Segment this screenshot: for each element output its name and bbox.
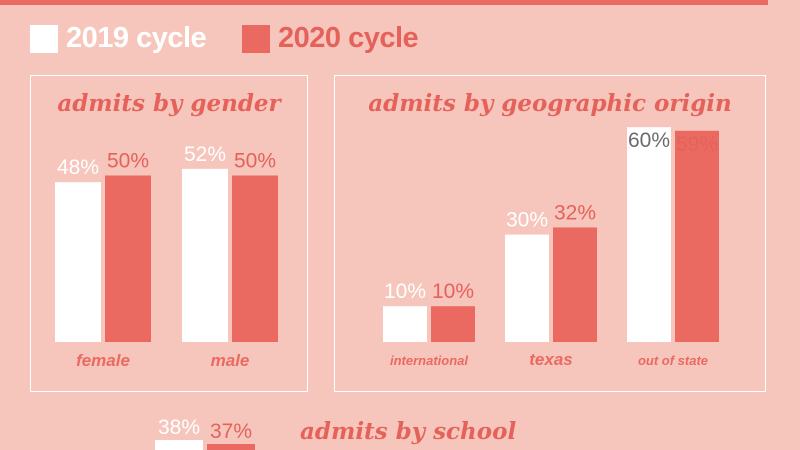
bar-2020-cycle-female <box>105 175 151 342</box>
legend-label-2020: 2020 cycle <box>278 22 419 54</box>
bar-2019-cycle-international <box>383 306 427 342</box>
category-label: international <box>390 353 468 368</box>
gender-panel-title: admits by gender <box>57 90 281 117</box>
gender-panel: admits by gender <box>30 75 308 392</box>
bar-2020-cycle-male <box>232 175 278 342</box>
value-label: 48% <box>57 156 99 179</box>
value-label: 52% <box>184 143 226 166</box>
bar-2019-cycle-texas <box>505 234 549 342</box>
value-label: 10% <box>384 280 426 303</box>
top-accent-band <box>0 0 768 5</box>
value-label: 60% <box>628 129 670 152</box>
category-label: female <box>76 351 130 370</box>
bar-2020-cycle-out-of-state <box>675 130 719 342</box>
origin-panel-title: admits by geographic origin <box>368 90 732 117</box>
value-label: 37% <box>210 420 252 443</box>
bar-2020-cycle-international <box>431 306 475 342</box>
bar-2019-cycle-out-of-state <box>627 127 671 342</box>
legend-label-2019: 2019 cycle <box>66 22 207 54</box>
category-label: male <box>211 351 250 370</box>
bar-school-2019-cycle <box>155 440 203 450</box>
value-label: 50% <box>234 150 276 173</box>
category-label: out of state <box>638 353 708 368</box>
origin-panel: admits by geographic origin <box>334 75 766 392</box>
legend-item-2020: 2020 cycle <box>242 22 419 55</box>
value-label: 38% <box>158 416 200 439</box>
bar-2019-cycle-female <box>55 182 101 342</box>
bar-2019-cycle-male <box>182 168 228 342</box>
value-label: 32% <box>554 201 596 224</box>
school-panel-title: admits by school <box>300 418 517 445</box>
legend-swatch-2020 <box>242 24 270 53</box>
value-label: 30% <box>506 209 548 232</box>
bar-school-2020-cycle <box>207 444 255 450</box>
legend-swatch-2019 <box>30 24 58 53</box>
value-label: 59% <box>676 133 718 156</box>
category-label: texas <box>529 350 572 369</box>
value-label: 50% <box>107 150 149 173</box>
legend-item-2019: 2019 cycle <box>30 22 207 55</box>
value-label: 10% <box>432 280 474 303</box>
bar-2020-cycle-texas <box>553 227 597 342</box>
